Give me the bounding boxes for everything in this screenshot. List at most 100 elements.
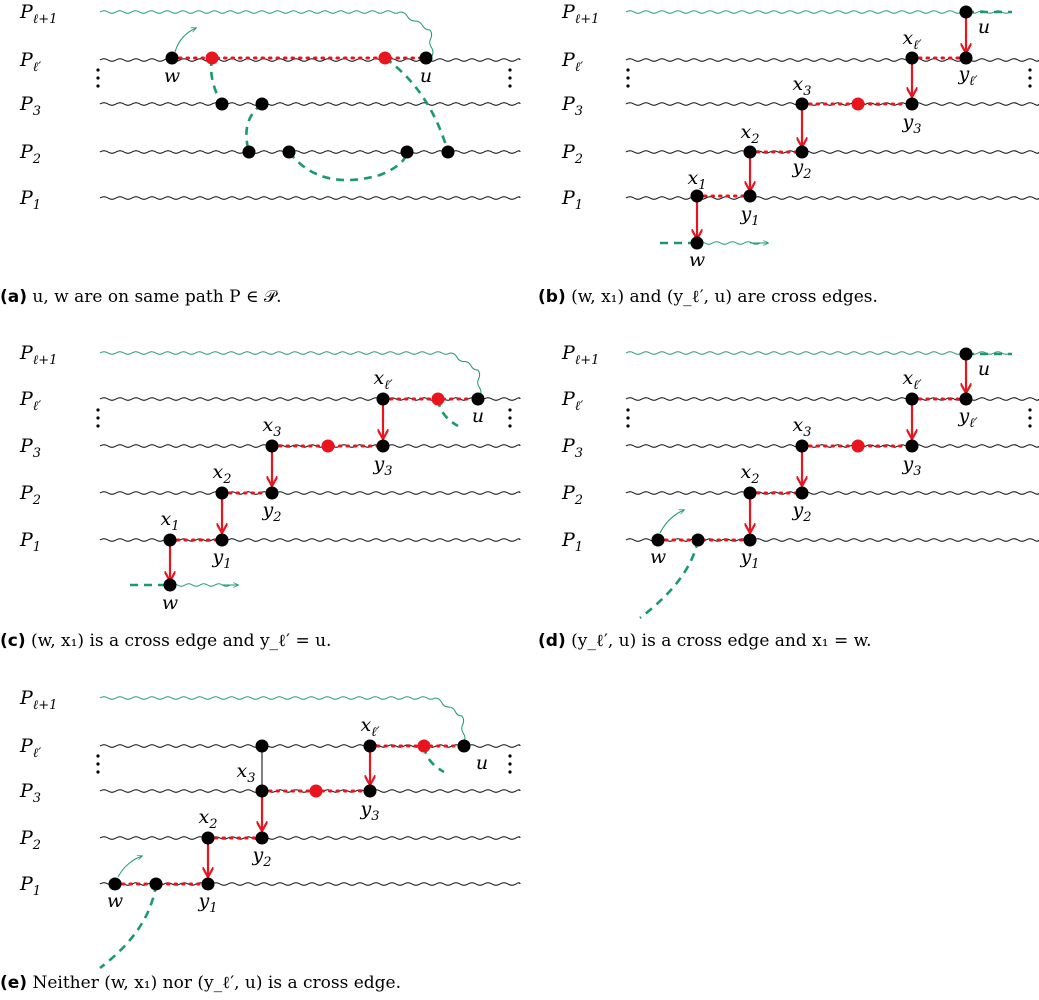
path-row-label: P2 bbox=[561, 482, 583, 508]
panel-d: Pℓ+1 Pℓ′ P3 P2 P1 u xℓ′ yℓ′ x3 y3 x2 y2 w y1 (d) (y_ℓ′… bbox=[538, 342, 1039, 651]
path-line bbox=[99, 150, 521, 154]
vertex-node bbox=[376, 392, 390, 406]
vertex-node bbox=[795, 97, 809, 111]
green-wavy-path bbox=[99, 351, 482, 397]
vertex-node bbox=[431, 392, 445, 406]
vertex-node bbox=[419, 51, 433, 65]
ellipsis-dot bbox=[508, 408, 512, 412]
vertex-node bbox=[851, 439, 865, 453]
ellipsis-dot bbox=[96, 84, 100, 88]
node-label: w bbox=[162, 592, 178, 614]
node-label: y1 bbox=[211, 546, 231, 572]
vertex-node bbox=[441, 145, 455, 159]
panel-caption: (b) (w, x₁) and (y_ℓ′, u) are cross edge… bbox=[538, 287, 878, 307]
ellipsis-dot bbox=[626, 424, 630, 428]
node-label: y2 bbox=[251, 844, 271, 870]
vertex-node bbox=[905, 97, 919, 111]
green-wavy-path bbox=[625, 351, 1011, 355]
ellipsis-dot bbox=[1028, 76, 1032, 80]
panel-caption: (a) u, w are on same path P ∈ 𝒫. bbox=[0, 287, 282, 307]
vertex-node bbox=[743, 145, 757, 159]
node-label: u bbox=[978, 16, 990, 38]
path-line bbox=[99, 882, 521, 886]
node-label: x3 bbox=[793, 73, 812, 99]
node-label: x3 bbox=[237, 760, 256, 786]
vertex-node bbox=[690, 189, 704, 203]
path-row-label: Pℓ+1 bbox=[19, 342, 57, 368]
panel-caption: (e) Neither (w, x₁) nor (y_ℓ′, u) is a c… bbox=[0, 973, 401, 993]
vertex-node bbox=[690, 236, 704, 250]
vertex-node bbox=[743, 189, 757, 203]
path-row-label: Pℓ′ bbox=[19, 49, 41, 75]
ellipsis-dot bbox=[508, 76, 512, 80]
path-row-label: Pℓ+1 bbox=[19, 687, 57, 713]
node-label: x1 bbox=[161, 508, 180, 534]
green-wavy-path bbox=[696, 241, 761, 245]
vertex-node bbox=[201, 877, 215, 891]
vertex-node bbox=[215, 97, 229, 111]
vertex-node bbox=[265, 439, 279, 453]
vertex-node bbox=[691, 533, 705, 547]
path-line bbox=[99, 491, 521, 495]
vertex-node bbox=[149, 877, 163, 891]
path-row-label: P1 bbox=[19, 529, 41, 555]
vertex-node bbox=[417, 739, 431, 753]
ellipsis-dot bbox=[96, 416, 100, 420]
vertex-node bbox=[905, 392, 919, 406]
vertex-node bbox=[255, 831, 269, 845]
green-dashed-edge bbox=[99, 883, 158, 970]
path-row-label: Pℓ+1 bbox=[561, 342, 599, 368]
path-row-label: Pℓ+1 bbox=[19, 1, 57, 27]
vertex-node bbox=[795, 486, 809, 500]
panel-c: Pℓ+1 Pℓ′ P3 P2 P1 xℓ′ u x3 y3 x2 y2 x1 y1 w (c) (w, x₁… bbox=[0, 342, 521, 651]
path-line bbox=[99, 444, 521, 448]
panel-caption: (d) (y_ℓ′, u) is a cross edge and x₁ = w… bbox=[538, 631, 872, 651]
node-label: y3 bbox=[359, 798, 379, 824]
ellipsis-dot bbox=[96, 770, 100, 774]
ellipsis-dot bbox=[1028, 416, 1032, 420]
vertex-node bbox=[165, 51, 179, 65]
node-label: xℓ′ bbox=[373, 367, 392, 393]
ellipsis-dot bbox=[96, 408, 100, 412]
vertex-node bbox=[376, 439, 390, 453]
ellipsis-dot bbox=[1028, 424, 1032, 428]
ellipsis-dot bbox=[96, 754, 100, 758]
vertex-node bbox=[959, 347, 973, 361]
path-line bbox=[625, 397, 1039, 401]
ellipsis-dot bbox=[508, 762, 512, 766]
green-arrow-edge bbox=[659, 510, 684, 534]
path-line bbox=[99, 538, 521, 542]
panel-caption: (c) (w, x₁) is a cross edge and y_ℓ′ = u… bbox=[0, 631, 331, 651]
green-wavy-path bbox=[625, 10, 1011, 14]
vertex-node bbox=[363, 739, 377, 753]
ellipsis-dot bbox=[626, 84, 630, 88]
node-label: x1 bbox=[688, 167, 707, 193]
path-row-label: P2 bbox=[19, 827, 41, 853]
ellipsis-dot bbox=[626, 76, 630, 80]
vertex-node bbox=[378, 51, 392, 65]
vertex-node bbox=[795, 145, 809, 159]
path-row-label: P1 bbox=[19, 873, 41, 899]
node-label: x2 bbox=[213, 461, 232, 487]
path-line bbox=[99, 836, 521, 840]
vertex-node bbox=[400, 145, 414, 159]
ellipsis-dot bbox=[1028, 84, 1032, 88]
vertex-node bbox=[959, 51, 973, 65]
path-row-label: P3 bbox=[561, 93, 583, 119]
path-line bbox=[625, 196, 1039, 200]
panel-e: Pℓ+1 Pℓ′ P3 P2 P1 xℓ′ u x3 y3 x2 y2 w y1 (e) Neither … bbox=[0, 687, 521, 993]
vertex-node bbox=[255, 739, 269, 753]
vertex-node bbox=[201, 831, 215, 845]
ellipsis-dot bbox=[1028, 408, 1032, 412]
vertex-node bbox=[905, 439, 919, 453]
ellipsis-dot bbox=[1028, 68, 1032, 72]
node-label: y2 bbox=[791, 156, 811, 182]
path-row-label: Pℓ′ bbox=[561, 49, 583, 75]
vertex-node bbox=[743, 486, 757, 500]
path-line bbox=[99, 58, 521, 62]
node-label: x2 bbox=[741, 121, 760, 147]
vertex-node bbox=[795, 439, 809, 453]
vertex-node bbox=[363, 784, 377, 798]
node-label: y1 bbox=[197, 890, 217, 916]
vertex-node bbox=[282, 145, 296, 159]
